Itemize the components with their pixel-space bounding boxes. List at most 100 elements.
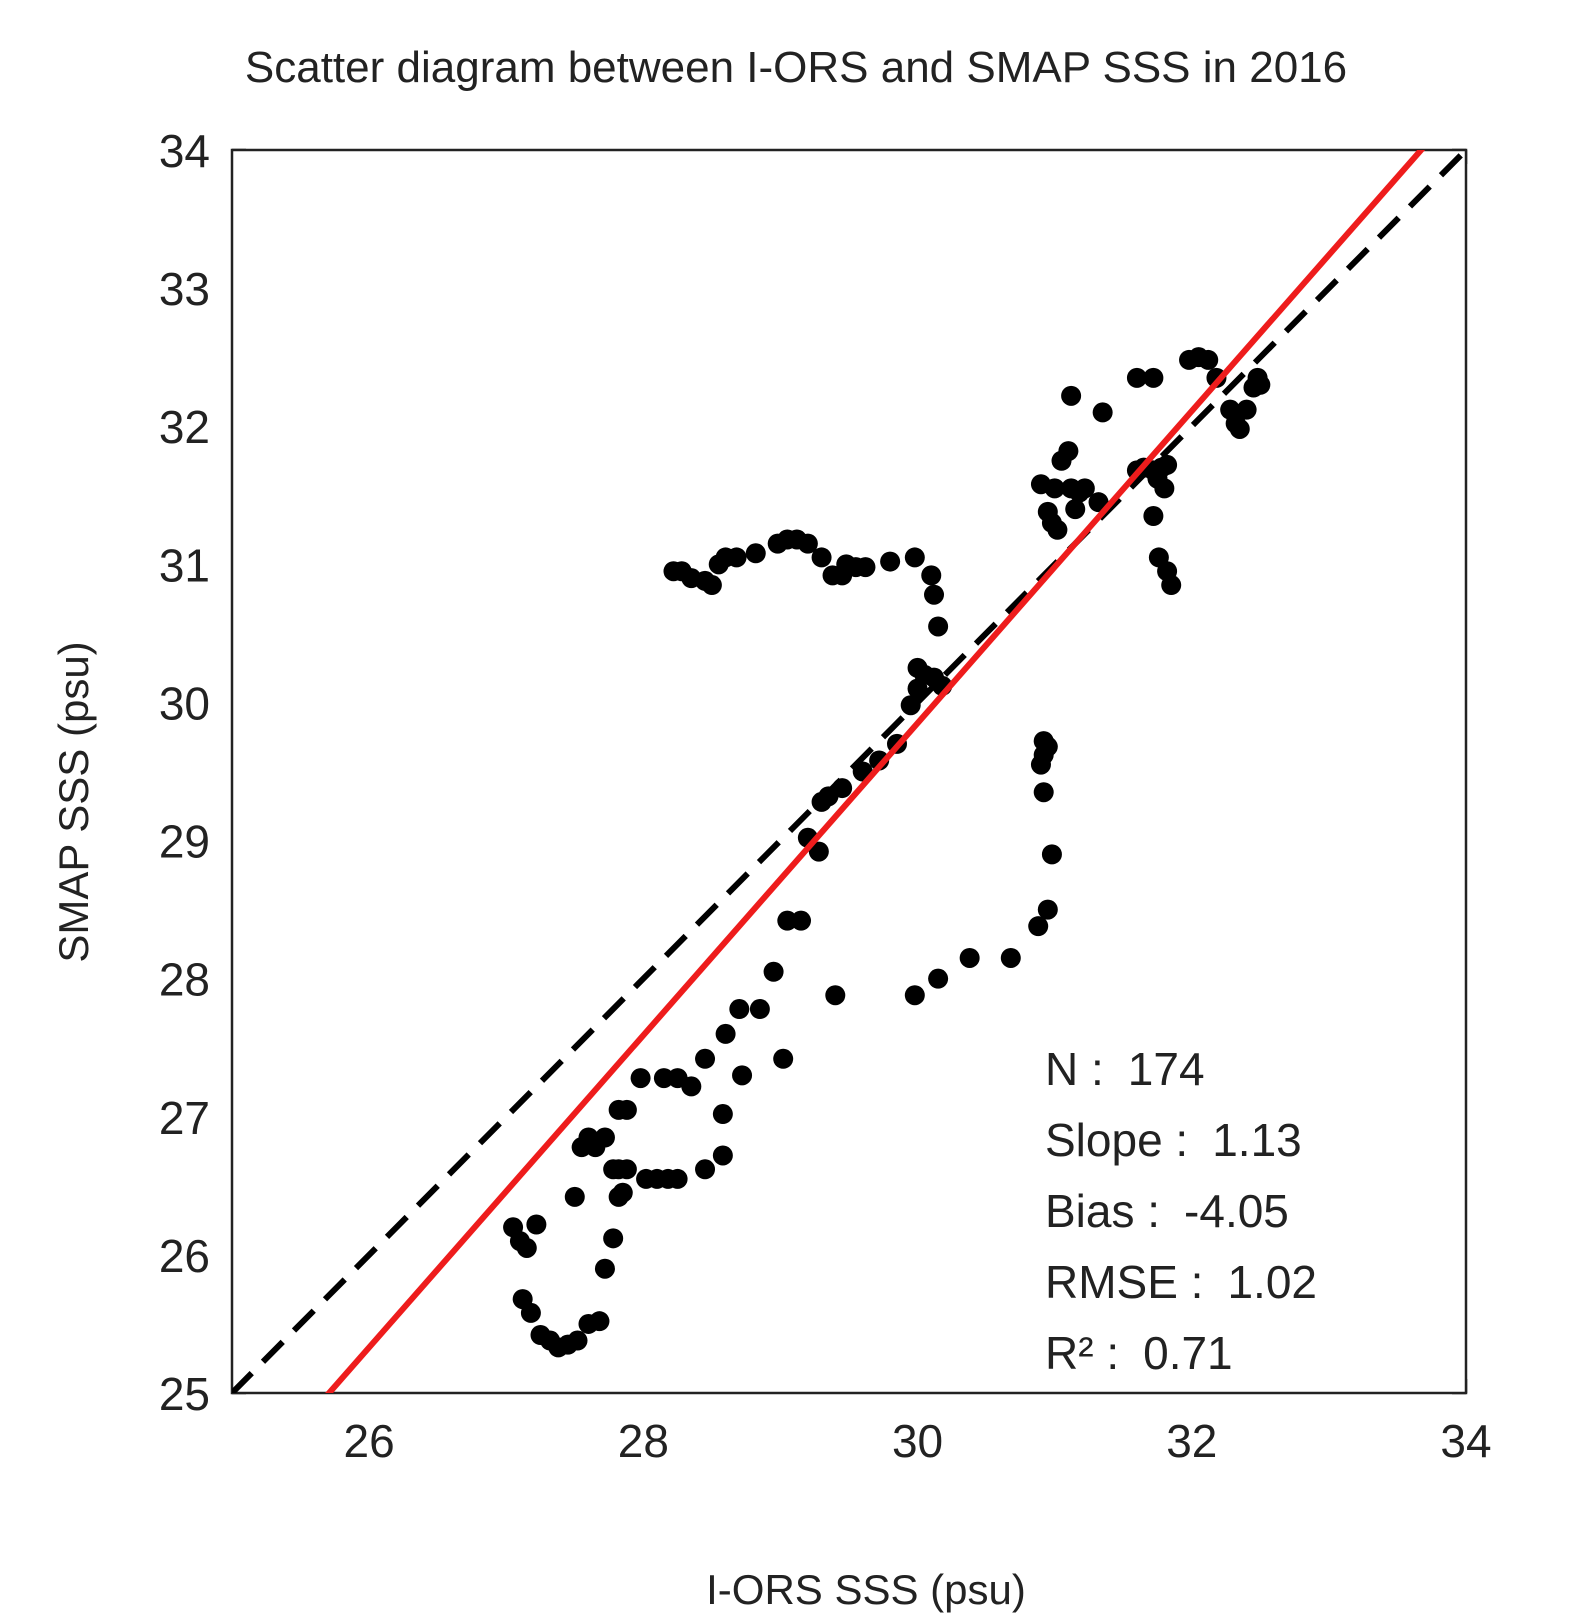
data-point (928, 616, 949, 637)
data-point (663, 561, 684, 582)
y-tick-label: 27 (159, 1092, 210, 1144)
data-point (653, 1068, 674, 1089)
data-point (1037, 899, 1058, 920)
data-point (808, 841, 829, 862)
y-tick-label: 28 (159, 954, 210, 1006)
stat-label: Slope : (1045, 1114, 1188, 1166)
data-point (1047, 519, 1068, 540)
stat-line: R² : 0.71 (1045, 1327, 1233, 1379)
x-tick-label: 28 (618, 1415, 669, 1467)
data-point (567, 1330, 588, 1351)
y-tick-label: 26 (159, 1230, 210, 1282)
data-point (630, 1068, 651, 1089)
data-point (603, 1228, 624, 1249)
data-point (880, 551, 901, 572)
x-tick-label: 30 (892, 1415, 943, 1467)
data-point (612, 1182, 633, 1203)
data-point (907, 657, 928, 678)
regression-line (325, 150, 1426, 1393)
data-point (1092, 402, 1113, 423)
data-point (616, 1099, 637, 1120)
y-tick-label: 32 (159, 401, 210, 453)
data-point (1143, 505, 1164, 526)
stat-value: 1.13 (1212, 1114, 1302, 1166)
y-tick-label: 25 (159, 1368, 210, 1420)
data-point (715, 1023, 736, 1044)
data-point (1041, 844, 1062, 865)
data-point (1028, 916, 1049, 937)
data-point (681, 1076, 702, 1097)
stats-box: N : 174 Slope : 1.13 Bias : -4.05 RMSE : 1.02 R²… (1045, 1043, 1317, 1379)
data-point (822, 565, 843, 586)
data-point (516, 1237, 537, 1258)
data-point (564, 1186, 585, 1207)
y-tick-label: 29 (159, 816, 210, 868)
data-point (811, 547, 832, 568)
data-point (773, 1048, 794, 1069)
data-point (708, 554, 729, 575)
data-point (959, 947, 980, 968)
stat-line: Slope : 1.13 (1045, 1114, 1302, 1166)
data-point (904, 985, 925, 1006)
y-tick-label: 33 (159, 263, 210, 315)
data-point (1154, 478, 1175, 499)
data-point (1229, 418, 1250, 439)
data-point (1143, 367, 1164, 388)
stat-value: 0.71 (1143, 1327, 1233, 1379)
one-to-one-line (232, 150, 1466, 1393)
stat-label: RMSE : (1045, 1256, 1203, 1308)
stat-label: N : (1045, 1043, 1104, 1095)
data-points (503, 347, 1271, 1358)
data-point (520, 1302, 541, 1323)
data-point (1065, 499, 1086, 520)
data-point (695, 1048, 716, 1069)
x-tick-label: 32 (1166, 1415, 1217, 1467)
data-point (712, 1145, 733, 1166)
stat-value: -4.05 (1184, 1185, 1289, 1237)
plot-area (230, 148, 1468, 1395)
y-tick-label: 31 (159, 539, 210, 591)
data-point (526, 1214, 547, 1235)
data-point (767, 533, 788, 554)
data-point (777, 910, 798, 931)
data-point (791, 910, 812, 931)
stat-label: R² : (1045, 1327, 1119, 1379)
data-point (729, 999, 750, 1020)
data-point (1250, 374, 1271, 395)
data-point (712, 1104, 733, 1125)
y-tick-label: 30 (159, 677, 210, 729)
data-point (1033, 731, 1054, 752)
data-point (1000, 947, 1021, 968)
x-tick-label: 26 (344, 1415, 395, 1467)
stat-value: 1.02 (1227, 1256, 1317, 1308)
x-axis-label: I-ORS SSS (psu) (706, 1566, 1026, 1613)
data-point (745, 543, 766, 564)
data-point (1236, 399, 1257, 420)
stat-line: Bias : -4.05 (1045, 1185, 1289, 1237)
data-point (1198, 349, 1219, 370)
data-point (1161, 575, 1182, 596)
data-point (1044, 478, 1065, 499)
y-tick-label: 34 (159, 125, 210, 177)
data-point (1074, 478, 1095, 499)
stat-line: RMSE : 1.02 (1045, 1256, 1317, 1308)
data-point (924, 584, 945, 605)
data-point (695, 1159, 716, 1180)
data-point (589, 1311, 610, 1332)
data-point (616, 1159, 637, 1180)
data-point (928, 968, 949, 989)
data-point (667, 1168, 688, 1189)
data-point (732, 1065, 753, 1086)
data-point (1058, 441, 1079, 462)
data-point (1061, 385, 1082, 406)
data-point (904, 547, 925, 568)
stat-value: 174 (1128, 1043, 1205, 1095)
data-point (763, 961, 784, 982)
stat-label: Bias : (1045, 1185, 1160, 1237)
axis-ticks: 26 28 30 32 34 25 26 27 28 29 30 31 32 33 34 (159, 125, 1492, 1467)
data-point (921, 565, 942, 586)
data-point (1126, 367, 1147, 388)
data-point (825, 985, 846, 1006)
data-point (594, 1127, 615, 1148)
data-point (594, 1258, 615, 1279)
